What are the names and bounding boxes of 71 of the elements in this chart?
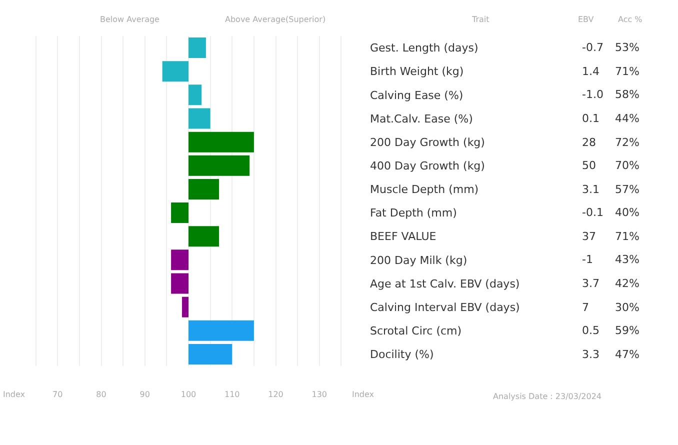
text: 3.1 [582, 183, 600, 196]
y-tick-label: Calving Interval EBV (days) [370, 300, 520, 314]
text: 37 [582, 230, 596, 243]
x-tick-label: Index [352, 390, 374, 399]
text: 7 [582, 301, 589, 314]
text: 44% [615, 112, 640, 125]
text: Below Average [100, 15, 160, 24]
y-tick-label: Scrotal Circ (cm) [370, 324, 462, 338]
text: -1 [582, 253, 593, 266]
text: 3.7 [582, 277, 600, 290]
text: 0.1 [582, 112, 600, 125]
text: 30% [615, 301, 640, 314]
text: 72% [615, 136, 640, 149]
text: 3.3 [582, 348, 600, 361]
bar [162, 61, 188, 82]
bar [188, 132, 254, 152]
y-tick-label: Birth Weight (kg) [370, 65, 464, 78]
text: 47% [615, 348, 640, 361]
bar [188, 344, 232, 364]
y-tick-label: BEEF VALUE [370, 230, 436, 244]
text: 71% [615, 230, 640, 243]
text: 50 [582, 159, 596, 172]
text: 57% [615, 183, 640, 196]
text: -0.1 [582, 206, 604, 219]
text: Above Average(Superior) [225, 15, 326, 24]
y-tick-label: Age at 1st Calv. EBV (days) [370, 277, 520, 290]
text: Trait [471, 15, 490, 24]
x-tick-label: 110 [224, 390, 240, 399]
bar [188, 178, 220, 200]
x-tick-label: 130 [312, 390, 328, 399]
y-tick-label: 200 Day Growth (kg) [370, 136, 485, 149]
bar [188, 38, 206, 58]
text: 71% [615, 65, 640, 78]
text: 43% [615, 253, 640, 266]
text: 1.4 [582, 65, 600, 78]
y-tick-label: Docility (%) [370, 348, 434, 362]
text: 42% [615, 277, 640, 290]
text: EBV [578, 15, 594, 24]
y-tick-label: Fat Depth (mm) [370, 206, 457, 220]
text: 28 [582, 136, 596, 149]
bar [171, 250, 188, 270]
x-tick-label: 90 [140, 390, 150, 399]
y-tick-label: 200 Day Milk (kg) [370, 254, 468, 267]
bar [171, 273, 188, 294]
y-tick-label: Muscle Depth (mm) [370, 183, 479, 196]
bar [188, 320, 254, 341]
text: 59% [615, 324, 640, 337]
x-tick-label: 100 [180, 390, 196, 399]
text: -1.0 [582, 88, 604, 101]
bar [188, 155, 250, 176]
text: 40% [615, 206, 640, 219]
bar [188, 108, 210, 129]
text: 70% [615, 159, 640, 172]
text: -0.7 [582, 41, 604, 54]
text: 0.5 [582, 324, 600, 337]
text: 58% [615, 88, 640, 101]
y-tick-label: 400 Day Growth (kg) [370, 159, 485, 172]
x-tick-label: 70 [52, 390, 63, 399]
y-tick-label: Gest. Length (days) [370, 42, 478, 55]
text: 53% [615, 41, 640, 54]
y-tick-label: Mat.Calv. Ease (%) [370, 112, 473, 126]
bar [188, 226, 220, 247]
x-tick-label: Index [2, 390, 26, 399]
text: Acc % [618, 15, 643, 24]
bar [182, 296, 188, 318]
text: Analysis Date : 23/03/2024 [493, 392, 602, 401]
x-tick-label: 80 [96, 390, 106, 399]
bar [188, 84, 202, 106]
y-tick-label: Calving Ease (%) [370, 88, 464, 102]
bar [171, 202, 188, 224]
x-tick-label: 120 [268, 390, 284, 399]
